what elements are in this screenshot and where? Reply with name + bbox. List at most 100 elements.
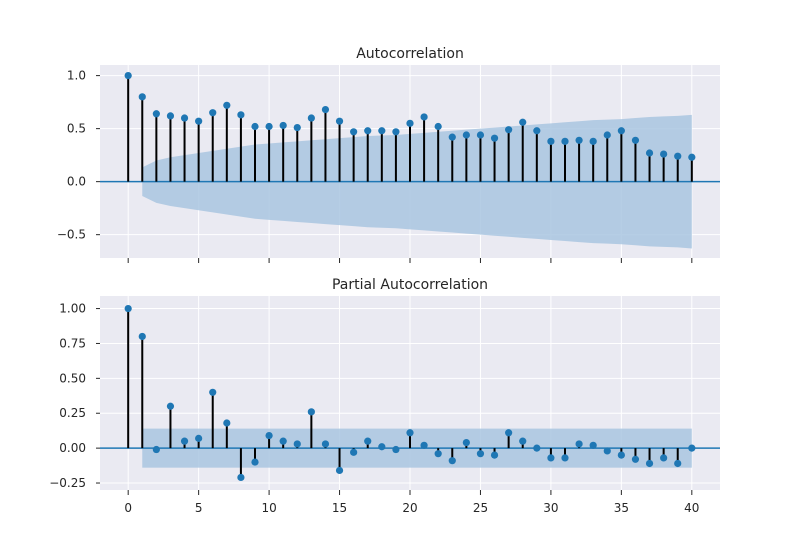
acf-point (166, 112, 175, 120)
pacf-point (350, 448, 358, 456)
acf-point (406, 119, 414, 127)
acf-point (631, 136, 640, 144)
acf-point (180, 114, 189, 122)
pacf-x-tick-label: 5 (195, 501, 203, 515)
acf-y-tick-label: 1.0 (67, 69, 86, 83)
acf-y-tick-labels: −0.5 0.0 0.5 1.0 (57, 69, 100, 242)
pacf-x-tick-label: 30 (543, 501, 558, 515)
acf-y-tick-label: 0.5 (67, 122, 86, 136)
acf-point (152, 110, 160, 118)
acf-y-tick-label: 0.0 (67, 175, 86, 189)
acf-point (434, 122, 442, 131)
acf-point (350, 128, 358, 136)
acf-point (490, 134, 499, 142)
acf-point (237, 111, 245, 119)
acf-title: Autocorrelation (356, 46, 464, 62)
acf-point (251, 122, 259, 131)
pacf-y-tick-label: 0.25 (59, 406, 86, 420)
acf-point (561, 137, 569, 145)
acf-point (293, 123, 301, 132)
pacf-x-tick-label: 40 (684, 501, 699, 515)
acf-point (448, 133, 456, 141)
pacf-x-tick-label: 25 (473, 501, 488, 515)
pacf-y-tick-label: 0.75 (59, 336, 86, 350)
acf-point (688, 153, 696, 161)
acf-point (420, 113, 428, 121)
acf-point (378, 127, 386, 135)
acf-point (321, 105, 330, 114)
pacf-point (251, 458, 259, 466)
partial-autocorrelation-panel: −0.25 0.00 0.25 0.50 0.75 1.00 0 5 10 15 20 25 30 35… (49, 277, 720, 515)
pacf-point (505, 429, 513, 437)
acf-point (533, 127, 541, 135)
acf-x-ticks (127, 258, 693, 263)
pacf-point (660, 454, 668, 462)
acf-point (505, 126, 513, 134)
acf-point (209, 109, 217, 117)
acf-point (307, 114, 315, 122)
acf-point (223, 101, 231, 109)
pacf-y-tick-label: 0.50 (59, 371, 86, 385)
pacf-point (124, 304, 132, 313)
pacf-point (237, 473, 245, 482)
acf-stems (127, 75, 693, 182)
acf-point (265, 122, 273, 131)
acf-point (519, 118, 527, 126)
pacf-point (490, 451, 499, 459)
pacf-y-tick-labels: −0.25 0.00 0.25 0.50 0.75 1.00 (49, 302, 100, 490)
pacf-point (631, 455, 640, 463)
pacf-point (321, 440, 330, 448)
pacf-point (561, 454, 569, 462)
acf-y-tick-label: −0.5 (57, 228, 86, 242)
pacf-point (575, 440, 583, 448)
pacf-point (265, 431, 273, 440)
pacf-point (589, 441, 597, 449)
pacf-x-tick-label: 15 (332, 501, 347, 515)
pacf-point (519, 437, 527, 445)
pacf-point (645, 459, 654, 468)
acf-markers (124, 72, 696, 161)
acf-point (462, 131, 470, 139)
pacf-point (392, 445, 400, 454)
pacf-point (533, 444, 541, 452)
pacf-point (603, 447, 611, 455)
acf-point (575, 136, 583, 144)
acf-point (660, 150, 668, 158)
acf-point (364, 127, 372, 135)
acf-point (195, 117, 203, 125)
pacf-point (152, 445, 160, 454)
pacf-point (462, 438, 470, 447)
pacf-point (434, 450, 442, 458)
pacf-point (307, 408, 315, 416)
pacf-title: Partial Autocorrelation (332, 277, 488, 293)
pacf-point (209, 388, 217, 396)
pacf-x-tick-label: 35 (614, 501, 629, 515)
acf-point (617, 127, 625, 135)
acf-point (603, 131, 611, 139)
pacf-x-ticks: 0 5 10 15 20 25 30 35 40 (124, 490, 699, 515)
acf-point (124, 72, 132, 80)
acf-point (138, 93, 146, 101)
pacf-y-tick-label: 0.00 (59, 441, 86, 455)
pacf-x-tick-label: 0 (124, 501, 132, 515)
pacf-y-tick-label: −0.25 (49, 476, 86, 490)
pacf-point (180, 437, 189, 445)
pacf-point (688, 444, 696, 452)
pacf-point (378, 443, 386, 451)
acf-point (279, 121, 287, 130)
pacf-point (617, 451, 625, 459)
pacf-point (406, 429, 414, 437)
pacf-x-tick-label: 20 (402, 501, 417, 515)
pacf-markers (124, 304, 696, 482)
pacf-point (293, 440, 301, 448)
acf-point (674, 152, 682, 160)
pacf-point (364, 437, 372, 445)
acf-point (645, 149, 654, 157)
pacf-point (335, 466, 344, 475)
pacf-y-tick-label: 1.00 (59, 302, 86, 316)
pacf-point (223, 419, 231, 427)
pacf-x-tick-label: 10 (261, 501, 276, 515)
acf-point (476, 131, 485, 139)
pacf-point (448, 457, 456, 465)
